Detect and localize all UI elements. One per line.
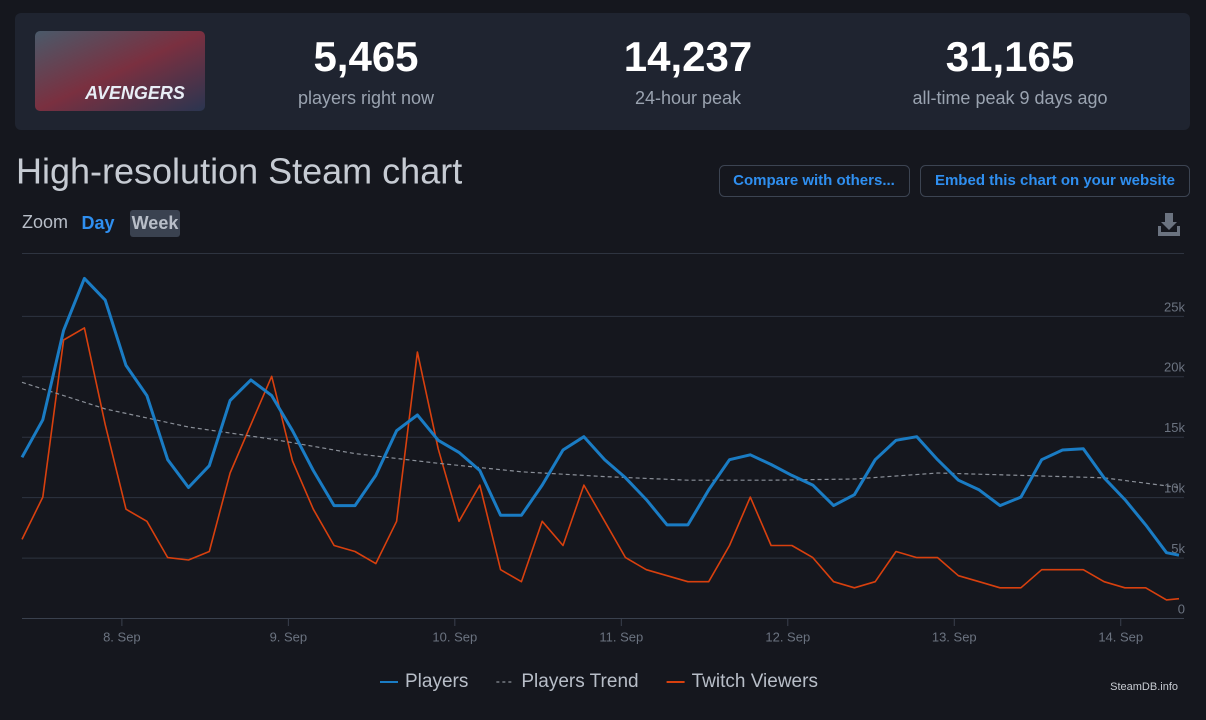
x-tick-label: 8. Sep xyxy=(103,629,141,644)
zoom-week[interactable]: Week xyxy=(132,213,180,233)
series-line xyxy=(21,327,1180,601)
series-line xyxy=(20,276,1180,557)
stat-label: all-time peak 9 days ago xyxy=(912,88,1107,108)
legend-label: Players Trend xyxy=(521,671,638,692)
embed-button-label[interactable]: Embed this chart on your website xyxy=(935,172,1175,189)
legend-label: Players xyxy=(405,671,468,692)
credit: SteamDB.info xyxy=(1110,681,1178,693)
plot: 0 5k 10k 15k 20k 25k 8. Sep 9. Sep 10. Sep 11. Se… xyxy=(20,276,1185,644)
y-tick-label: 15k xyxy=(1164,420,1185,435)
y-tick-label: 5k xyxy=(1171,541,1185,556)
x-tick-label: 9. Sep xyxy=(270,629,308,644)
game-image-text: AVENGERS xyxy=(84,83,185,103)
stat-value: 5,465 xyxy=(313,33,418,80)
x-tick-label: 12. Sep xyxy=(765,629,810,644)
y-tick-label: 20k xyxy=(1164,360,1185,375)
stat-value: 31,165 xyxy=(946,33,1074,80)
y-tick-label: 25k xyxy=(1164,299,1185,314)
series-line xyxy=(21,381,1180,489)
header-card xyxy=(15,13,1190,130)
chart-title: High-resolution Steam chart xyxy=(16,151,462,192)
stat-label: 24-hour peak xyxy=(635,88,742,108)
x-tick-label: 10. Sep xyxy=(432,629,477,644)
stat-value: 14,237 xyxy=(624,33,752,80)
x-tick-label: 14. Sep xyxy=(1098,629,1143,644)
x-tick-label: 13. Sep xyxy=(932,629,977,644)
zoom-label: Zoom xyxy=(22,212,68,232)
game-image xyxy=(35,31,205,111)
legend: Players Players Trend Twitch Viewers xyxy=(380,671,818,692)
compare-button[interactable] xyxy=(719,165,910,197)
stat-label: players right now xyxy=(298,88,435,108)
download-icon[interactable] xyxy=(1158,213,1180,236)
embed-button[interactable] xyxy=(920,165,1190,197)
zoom-day[interactable]: Day xyxy=(81,213,114,233)
legend-label: Twitch Viewers xyxy=(692,671,818,692)
x-tick-label: 11. Sep xyxy=(599,629,643,644)
compare-button-label[interactable]: Compare with others... xyxy=(733,172,895,189)
y-tick-label: 0 xyxy=(1178,601,1185,616)
zoom-week-bg[interactable] xyxy=(130,210,180,237)
y-tick-label: 10k xyxy=(1164,481,1185,496)
